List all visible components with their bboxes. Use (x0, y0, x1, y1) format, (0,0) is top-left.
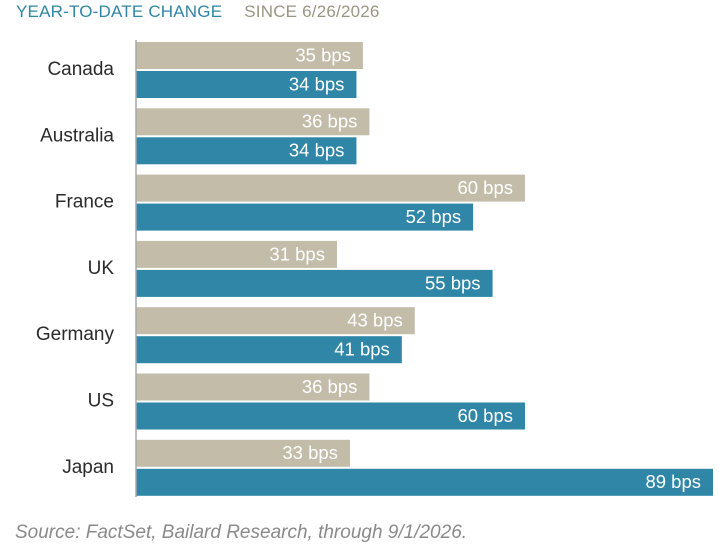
bar-value-label: 31 bps (269, 243, 325, 264)
bar-ytd (136, 71, 357, 98)
bar-ytd (136, 468, 713, 496)
bar-since (136, 307, 415, 335)
category-label: US (88, 391, 114, 412)
bar-value-label: 60 bps (457, 405, 513, 426)
bar-value-label: 34 bps (289, 73, 345, 94)
bar-value-label: 33 bps (282, 442, 338, 463)
bar-since (136, 373, 370, 401)
bar-since (136, 240, 337, 268)
legend-ytd: YEAR-TO-DATE CHANGE (16, 2, 223, 21)
bar-ytd (136, 336, 402, 364)
bar-since (136, 108, 370, 136)
bar-value-label: 55 bps (425, 272, 481, 293)
category-label: Canada (47, 59, 114, 80)
category-label: Australia (40, 125, 114, 146)
bar-value-label: 41 bps (334, 339, 390, 360)
bar-value-label: 52 bps (406, 206, 462, 227)
bar-ytd (136, 402, 525, 430)
legend-since: SINCE 6/26/2026 (244, 2, 380, 21)
chart-legend: YEAR-TO-DATE CHANGE SINCE 6/26/2026 (16, 1, 380, 23)
category-label: Japan (62, 457, 114, 478)
bar-value-label: 35 bps (295, 44, 351, 65)
bar-since (136, 42, 363, 69)
category-label: UK (88, 258, 115, 279)
bar-value-label: 89 bps (645, 471, 701, 492)
bar-ytd (136, 137, 357, 165)
bar-since (136, 174, 525, 202)
bar-since (136, 439, 350, 467)
category-label: Germany (36, 324, 115, 345)
category-label: France (55, 192, 114, 213)
bar-value-label: 34 bps (289, 140, 345, 161)
bar-value-label: 43 bps (347, 310, 403, 331)
source-note: Source: FactSet, Bailard Research, throu… (15, 522, 468, 543)
bar-value-label: 36 bps (302, 111, 358, 132)
bar-ytd (136, 269, 493, 297)
bar-value-label: 36 bps (302, 376, 358, 397)
bar-value-label: 60 bps (457, 177, 513, 198)
bar-ytd (136, 203, 474, 231)
bar-chart: Canada 35 bps 34 bps Australia 36 bps 34 bps F… (36, 40, 713, 497)
